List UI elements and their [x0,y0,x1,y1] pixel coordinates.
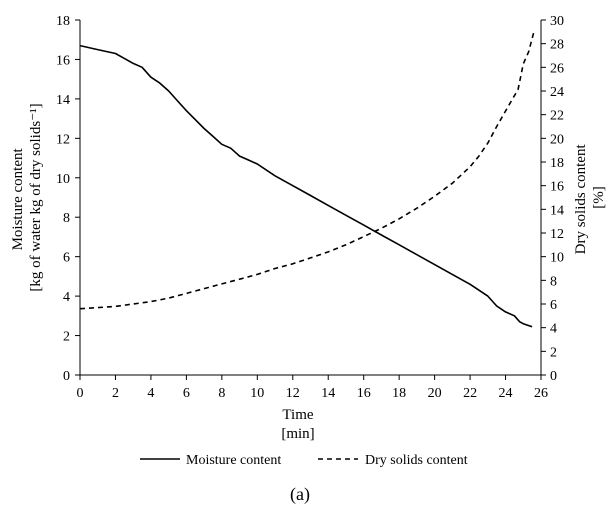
x-tick-label: 12 [286,386,300,401]
x-tick-label: 22 [463,386,477,401]
x-axis-title-line-2: [min] [281,426,314,442]
x-tick-label: 4 [147,386,154,401]
y-left-tick-label: 0 [63,369,70,384]
x-tick-label: 8 [218,386,225,401]
y-right-tick-label: 18 [550,156,564,171]
y-right-tick-label: 20 [550,132,564,147]
figure-caption: (a) [290,484,310,505]
y-left-tick-label: 16 [56,53,70,68]
y-left-tick-label: 8 [63,211,70,226]
y-right-tick-label: 22 [550,109,564,124]
y-right-tick-label: 4 [550,322,557,337]
y-axis-left-title: Moisture content [kg of water kg of dry … [10,103,44,291]
y-right-tick-label: 10 [550,251,564,266]
x-tick-label: 2 [112,386,119,401]
y-axis-left-title-line-1: Moisture content [10,148,26,251]
x-tick-label: 14 [321,386,335,401]
axes: 0 2 4 6 8 10 12 14 16 18 20 22 24 2602468101214161802… [56,14,564,401]
x-tick-label: 0 [77,386,84,401]
series-line-dry-solids-content [79,31,535,310]
y-right-tick-label: 24 [550,85,564,100]
y-axis-right-title-line-2: [%] [591,186,607,209]
x-axis-title-line-1: Time [282,407,313,423]
y-left-tick-label: 6 [63,251,70,266]
legend: Moisture content Dry solids content [140,453,468,468]
y-right-tick-label: 2 [550,345,557,360]
y-right-tick-label: 16 [550,180,564,195]
y-right-tick-label: 8 [550,274,557,289]
y-right-tick-label: 6 [550,298,557,313]
y-axis-right-title-line-1: Dry solids content [573,144,589,255]
y-left-tick-label: 12 [56,132,70,147]
plot-area [79,31,535,328]
x-tick-label: 18 [392,386,406,401]
x-tick-label: 16 [357,386,371,401]
y-right-tick-label: 30 [550,14,564,29]
legend-label-moisture: Moisture content [186,453,281,468]
y-axis-left-title-line-2: [kg of water kg of dry solids⁻¹] [28,103,44,291]
y-right-tick-label: 12 [550,227,564,242]
y-left-tick-label: 4 [63,290,70,305]
y-left-tick-label: 18 [56,14,70,29]
y-right-tick-label: 14 [550,203,564,218]
y-left-tick-label: 14 [56,93,70,108]
y-right-tick-label: 28 [550,38,564,53]
x-tick-label: 20 [428,386,442,401]
y-right-tick-label: 0 [550,369,557,384]
y-left-tick-label: 10 [56,172,70,187]
legend-label-dry-solids: Dry solids content [365,453,468,468]
y-axis-right-title: Dry solids content [%] [573,141,607,255]
y-right-tick-label: 26 [550,61,564,76]
x-tick-label: 26 [534,386,548,401]
x-tick-label: 24 [499,386,513,401]
x-tick-label: 10 [250,386,264,401]
x-tick-label: 6 [183,386,190,401]
series-line-moisture-content [79,44,533,328]
y-left-tick-label: 2 [63,330,70,345]
